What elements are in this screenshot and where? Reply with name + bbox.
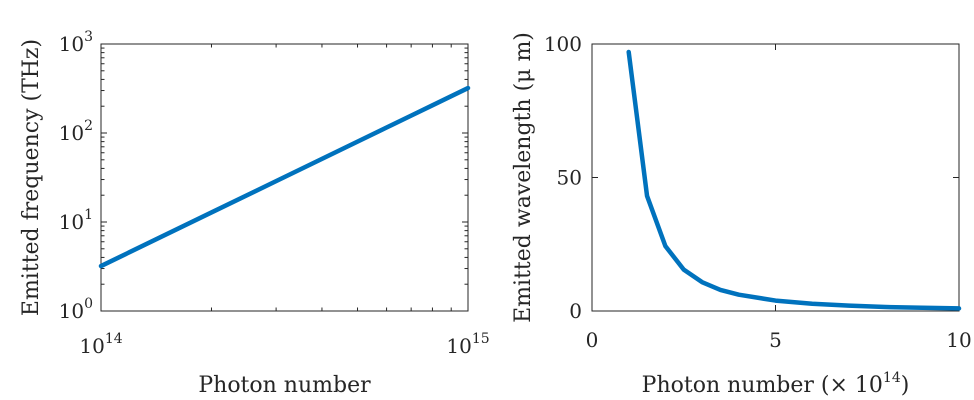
wavelength-panel: 0 50 100 0 5 10 Photon number (× 1014) Emitte… — [511, 32, 972, 398]
frequency-ticks — [100, 43, 469, 312]
frequency-y-tick-label-base: 10 — [59, 299, 84, 323]
wavelength-ticks — [591, 43, 960, 312]
wavelength-y-axis-title: Emitted wavelength (μ m) — [511, 32, 536, 323]
wavelength-x-tick-label: 0 — [586, 328, 599, 352]
wavelength-y-tick-label: 100 — [544, 32, 582, 56]
frequency-x-tick-label-exp: 15 — [472, 331, 490, 347]
wavelength-x-axis-title-main: Photon number (× 10 — [642, 373, 883, 398]
wavelength-x-axis-title-exp: 14 — [883, 370, 901, 386]
frequency-y-tick-label: 103 — [59, 29, 93, 56]
frequency-y-tick-label-exp: 1 — [84, 207, 93, 223]
frequency-x-tick-label-base: 10 — [79, 334, 104, 358]
frequency-y-tick-label-base: 10 — [59, 210, 84, 234]
frequency-y-axis-title: Emitted frequency (THz) — [19, 39, 44, 316]
frequency-y-tick-label-base: 10 — [59, 32, 84, 56]
wavelength-plot-frame — [591, 43, 960, 312]
wavelength-tick-labels: 0 50 100 0 5 10 — [544, 32, 972, 352]
wavelength-y-tick-label: 50 — [557, 166, 582, 190]
wavelength-y-tick-label: 0 — [569, 299, 582, 323]
frequency-x-tick-label: 1014 — [79, 331, 122, 358]
frequency-x-tick-label: 1015 — [446, 331, 489, 358]
frequency-x-axis-title: Photon number — [198, 373, 371, 398]
frequency-y-tick-label-exp: 3 — [84, 29, 93, 45]
frequency-y-tick-label-exp: 2 — [84, 118, 93, 134]
frequency-y-tick-label: 101 — [59, 207, 93, 234]
wavelength-x-tick-label: 10 — [946, 328, 971, 352]
frequency-plot-frame — [100, 43, 469, 312]
frequency-y-tick-label: 100 — [59, 296, 93, 323]
wavelength-series-line — [626, 49, 962, 311]
frequency-series — [98, 85, 471, 269]
frequency-y-tick-label-exp: 0 — [84, 296, 93, 312]
frequency-y-tick-label: 102 — [59, 118, 93, 145]
wavelength-x-axis-title: Photon number (× 1014) — [642, 370, 910, 398]
wavelength-series — [626, 49, 962, 311]
frequency-x-tick-label-exp: 14 — [105, 331, 123, 347]
frequency-series-line — [98, 85, 471, 269]
wavelength-x-axis-title-close: ) — [901, 373, 910, 398]
frequency-x-tick-label-base: 10 — [446, 334, 471, 358]
frequency-y-tick-label-base: 10 — [59, 121, 84, 145]
wavelength-x-tick-label: 5 — [769, 328, 782, 352]
